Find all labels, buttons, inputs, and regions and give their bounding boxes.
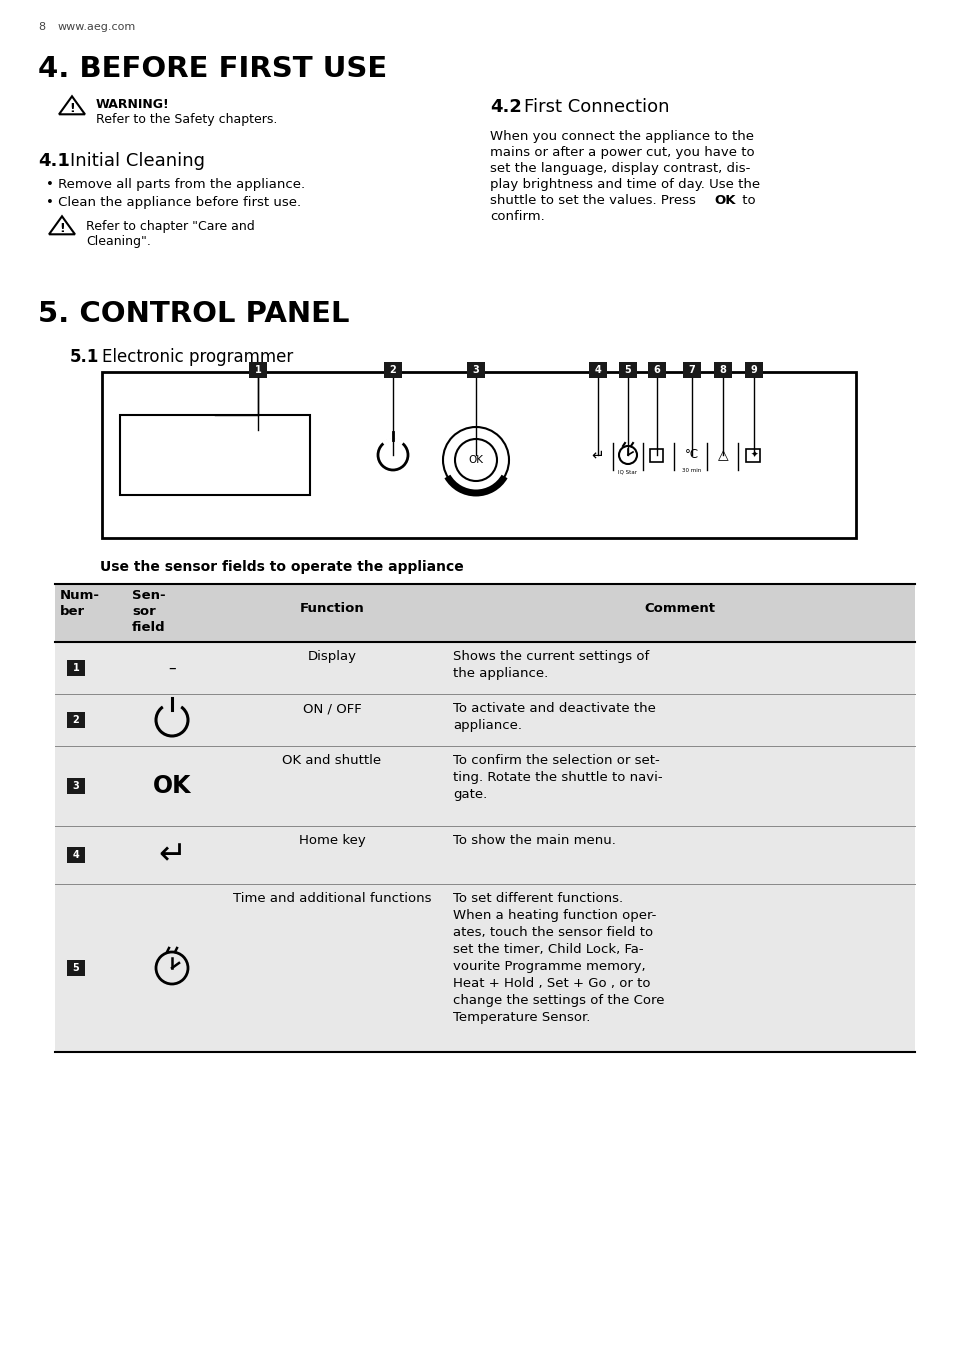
Bar	[649, 449, 662, 462]
Text: play brightness and time of day. Use the: play brightness and time of day. Use the	[490, 178, 760, 191]
Text: Home key: Home key	[298, 834, 365, 846]
Text: Initial Cleaning: Initial Cleaning	[70, 151, 205, 170]
Text: Refer to chapter "Care and: Refer to chapter "Care and	[86, 220, 254, 233]
Text: ON / OFF: ON / OFF	[302, 702, 361, 715]
Text: Display: Display	[307, 650, 356, 662]
Text: OK: OK	[468, 456, 483, 465]
Text: When you connect the appliance to the: When you connect the appliance to the	[490, 130, 753, 143]
Text: 3: 3	[472, 365, 478, 375]
Bar	[102, 372, 855, 538]
Bar	[67, 846, 85, 863]
Text: 4: 4	[594, 365, 600, 375]
Bar	[67, 713, 85, 727]
Text: shuttle to set the values. Press: shuttle to set the values. Press	[490, 193, 700, 207]
Text: First Connection: First Connection	[523, 97, 669, 116]
Text: 4. BEFORE FIRST USE: 4. BEFORE FIRST USE	[38, 55, 387, 82]
Bar	[55, 826, 914, 884]
Text: 3: 3	[72, 781, 79, 791]
Text: mains or after a power cut, you have to: mains or after a power cut, you have to	[490, 146, 754, 160]
Text: OK and shuttle: OK and shuttle	[282, 754, 381, 767]
Text: • Clean the appliance before first use.: • Clean the appliance before first use.	[46, 196, 301, 210]
Text: ↵: ↵	[158, 838, 186, 872]
Text: set the language, display contrast, dis-: set the language, display contrast, dis-	[490, 162, 750, 174]
Text: Shows the current settings of
the appliance.: Shows the current settings of the applia…	[453, 650, 649, 680]
Text: 30 min: 30 min	[681, 468, 700, 473]
Text: !: !	[69, 103, 74, 115]
Bar	[744, 362, 762, 379]
Bar	[120, 415, 310, 495]
Bar	[647, 362, 665, 379]
Text: confirm.: confirm.	[490, 210, 544, 223]
Text: Num-
ber: Num- ber	[60, 589, 100, 618]
Bar	[249, 362, 267, 379]
Text: Comment: Comment	[644, 602, 715, 615]
Text: Electronic programmer: Electronic programmer	[102, 347, 293, 366]
Text: 8: 8	[719, 365, 725, 375]
Text: 1: 1	[254, 365, 261, 375]
Bar	[55, 694, 914, 746]
Text: 4: 4	[72, 850, 79, 860]
Text: 1: 1	[72, 662, 79, 673]
Text: 4.1: 4.1	[38, 151, 70, 170]
Text: Use the sensor fields to operate the appliance: Use the sensor fields to operate the app…	[100, 560, 463, 575]
Bar	[55, 746, 914, 826]
Text: 8: 8	[38, 22, 45, 32]
Text: Sen-
sor
field: Sen- sor field	[132, 589, 166, 634]
Bar	[384, 362, 401, 379]
Bar	[713, 362, 731, 379]
Text: To show the main menu.: To show the main menu.	[453, 834, 616, 846]
Text: 2: 2	[389, 365, 395, 375]
Bar	[67, 777, 85, 794]
Text: 9: 9	[750, 365, 757, 375]
Bar	[618, 362, 637, 379]
Text: WARNING!: WARNING!	[96, 97, 170, 111]
Text: To activate and deactivate the
appliance.: To activate and deactivate the appliance…	[453, 702, 656, 731]
Text: IQ Star: IQ Star	[618, 469, 637, 475]
Bar	[682, 362, 700, 379]
Bar	[55, 642, 914, 694]
Text: !: !	[59, 222, 65, 235]
Text: 5: 5	[72, 963, 79, 973]
Text: To set different functions.
When a heating function oper-
ates, touch the sensor: To set different functions. When a heati…	[453, 892, 664, 1023]
Text: 2: 2	[72, 715, 79, 725]
Text: OK: OK	[713, 193, 735, 207]
Text: to: to	[738, 193, 755, 207]
Text: ✦: ✦	[749, 450, 757, 460]
Text: 4.2: 4.2	[490, 97, 521, 116]
Text: 5: 5	[624, 365, 631, 375]
Text: △: △	[717, 448, 727, 462]
Bar	[67, 960, 85, 976]
Text: 5.1: 5.1	[70, 347, 99, 366]
Text: • Remove all parts from the appliance.: • Remove all parts from the appliance.	[46, 178, 305, 191]
Text: Refer to the Safety chapters.: Refer to the Safety chapters.	[96, 114, 277, 126]
Text: °C: °C	[684, 449, 699, 461]
Text: 7: 7	[688, 365, 695, 375]
Text: To confirm the selection or set-
ting. Rotate the shuttle to navi-
gate.: To confirm the selection or set- ting. R…	[453, 754, 662, 800]
Text: 6: 6	[653, 365, 659, 375]
Text: OK: OK	[152, 773, 191, 798]
Bar	[588, 362, 606, 379]
Text: –: –	[168, 661, 175, 676]
Bar	[55, 884, 914, 1052]
Text: Function: Function	[299, 602, 364, 615]
Text: 5. CONTROL PANEL: 5. CONTROL PANEL	[38, 300, 349, 329]
Bar	[745, 449, 760, 462]
Text: www.aeg.com: www.aeg.com	[58, 22, 136, 32]
Bar	[467, 362, 484, 379]
Text: Cleaning".: Cleaning".	[86, 235, 151, 247]
Bar	[55, 584, 914, 642]
Bar	[67, 660, 85, 676]
Text: Time and additional functions: Time and additional functions	[233, 892, 431, 904]
Text: ↵: ↵	[591, 448, 604, 462]
